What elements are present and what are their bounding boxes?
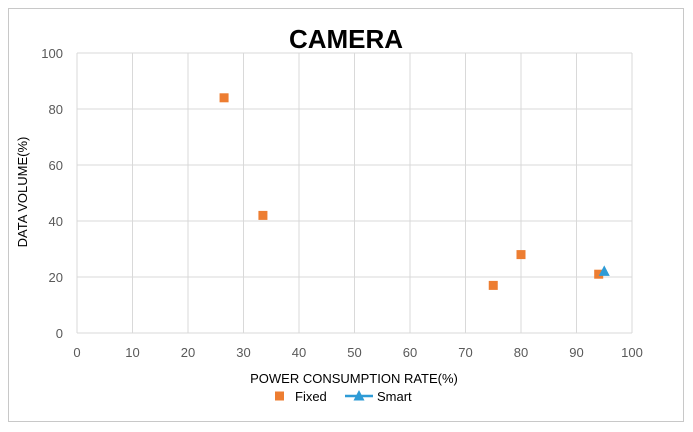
x-axis-title: POWER CONSUMPTION RATE(%) (250, 371, 458, 386)
chart-title: CAMERA (289, 24, 403, 54)
legend-label-smart: Smart (377, 389, 412, 404)
y-tick-label: 20 (49, 270, 63, 285)
x-tick-label: 50 (347, 345, 361, 360)
tick-labels: 0 10 20 30 40 50 60 70 80 90 100 0 20 40 60 80 100 (41, 46, 643, 360)
x-tick-label: 40 (292, 345, 306, 360)
y-tick-label: 100 (41, 46, 63, 61)
point-fixed (258, 210, 268, 220)
x-tick-label: 90 (569, 345, 583, 360)
y-tick-label: 80 (49, 102, 63, 117)
x-tick-label: 30 (236, 345, 250, 360)
legend-label-fixed: Fixed (295, 389, 327, 404)
x-tick-label: 10 (125, 345, 139, 360)
y-tick-label: 0 (56, 326, 63, 341)
x-tick-label: 100 (621, 345, 643, 360)
chart-frame (8, 8, 684, 422)
point-fixed (488, 280, 498, 290)
gridlines (76, 52, 633, 334)
point-fixed (219, 93, 229, 103)
legend-marker-smart (353, 390, 365, 401)
x-tick-label: 0 (73, 345, 80, 360)
x-tick-label: 20 (181, 345, 195, 360)
data-points (219, 93, 610, 290)
point-fixed (516, 250, 526, 260)
y-tick-label: 60 (49, 158, 63, 173)
y-tick-label: 40 (49, 214, 63, 229)
x-tick-label: 60 (403, 345, 417, 360)
y-axis-title: DATA VOLUME(%) (15, 137, 30, 248)
legend: Fixed Smart (275, 389, 412, 404)
x-tick-label: 80 (514, 345, 528, 360)
legend-marker-fixed (275, 391, 284, 401)
point-fixed (594, 269, 604, 279)
x-tick-label: 70 (458, 345, 472, 360)
point-smart (598, 265, 610, 276)
